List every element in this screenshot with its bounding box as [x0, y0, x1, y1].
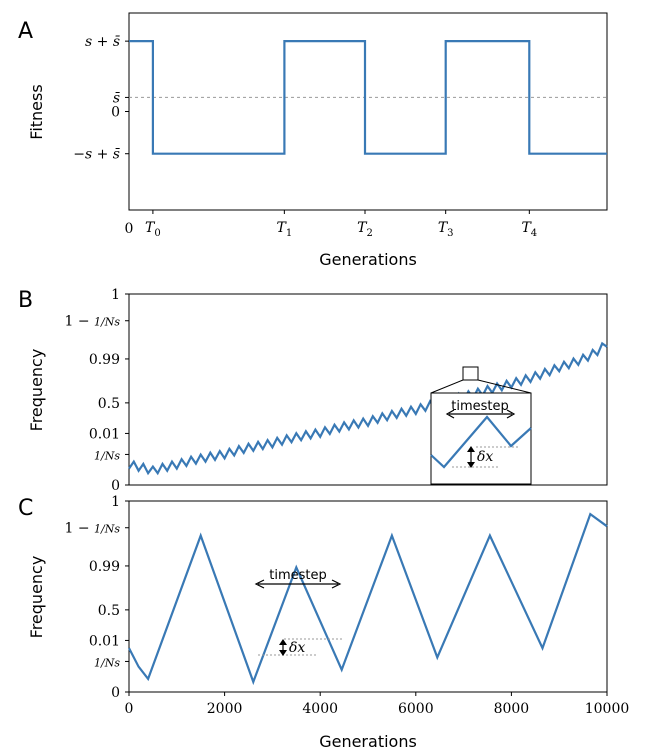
panel-c: 1 1 − 1/Ns 0.99 0.5 0.01 1/Ns 0 0 2000 4000 6000 8…: [27, 494, 629, 751]
inset-timestep-label: timestep: [451, 399, 509, 414]
panel-letter-c: C: [18, 496, 33, 521]
panel-a-x-ticks: T0 T1 T2 T3 T4: [145, 210, 537, 239]
inset-timestep-arrowheads: [445, 409, 516, 419]
inset-dx-label: δx: [477, 449, 493, 465]
panel-c-x-tick-label: 6000: [398, 701, 434, 717]
panel-c-y-axis-label: Frequency: [27, 556, 46, 639]
zoom-region-box: [462, 366, 479, 381]
panel-letter-b: B: [18, 288, 33, 313]
panel-b-y-ticks: 1 1 − 1/Ns 0.99 0.5 0.01 1/Ns 0: [64, 287, 129, 494]
panel-b-y-tick-label: 0: [111, 478, 120, 494]
fitness-series-line: [129, 40, 607, 155]
panel-c-y-tick-label: 0.5: [98, 603, 120, 619]
panel-a-y-tick-label: s̄: [113, 90, 121, 106]
panel-c-x-tick-label: 10000: [585, 701, 630, 717]
panel-c-x-tick-label: 0: [125, 701, 134, 717]
panel-b: 1 1 − 1/Ns 0.99 0.5 0.01 1/Ns 0 Frequency δx t…: [27, 287, 608, 494]
panel-c-x-tick-label: 4000: [302, 701, 338, 717]
panel-c-x-tick-label: 2000: [207, 701, 243, 717]
panel-b-y-tick-label: 0.5: [98, 396, 120, 412]
panel-b-y-tick-label: 0.99: [89, 352, 120, 368]
panel-a-x-tick-label: T1: [276, 220, 292, 239]
timestep-arrowheads: [254, 579, 342, 589]
panel-letter-a: A: [18, 19, 33, 44]
panel-c-x-tick-label: 8000: [494, 701, 530, 717]
panel-a-x-tick-label: T3: [438, 220, 454, 239]
panel-b-y-tick-label: 0.01: [89, 426, 120, 442]
panel-b-frame: [128, 293, 608, 486]
panel-b-y-tick-label: 1: [111, 287, 120, 303]
panel-a-x-tick-label: T2: [357, 220, 373, 239]
panel-a-x-axis-label: Generations: [319, 250, 417, 269]
inset-frame: [430, 392, 532, 485]
panel-c-y-tick-label: 0.99: [89, 559, 120, 575]
panel-c-y-ticks: 1 1 − 1/Ns 0.99 0.5 0.01 1/Ns 0: [64, 494, 129, 701]
panel-c-y-tick-label: 1: [111, 494, 120, 510]
dx-label: δx: [289, 640, 305, 656]
panel-c-y-tick-label: 0.01: [89, 633, 120, 649]
panel-c-x-ticks: 0 2000 4000 6000 8000 10000: [125, 692, 630, 717]
panel-a-y-ticks: s + s̄ s̄0 −s + s̄: [73, 34, 129, 163]
panel-c-y-tick-label: 1/Ns: [94, 656, 120, 669]
panel-b-y-tick-label: 1 − 1/Ns: [64, 314, 120, 330]
inset-dx-arrowheads: [467, 446, 475, 468]
zoom-connector-right: [477, 379, 532, 394]
dx-arrowheads: [279, 639, 287, 656]
panel-a-x-tick-label: T4: [521, 220, 537, 239]
panel-c-y-tick-label: 1 − 1/Ns: [64, 521, 120, 537]
panel-a-y-tick-label: −s + s̄: [73, 147, 120, 163]
panel-a-x-tick-label: T0: [145, 220, 161, 239]
panel-c-frame: [128, 500, 608, 693]
frequency-series-line-c: [128, 512, 608, 686]
panel-b-y-axis-label: Frequency: [27, 349, 46, 432]
panel-a-y-tick-label: 0: [111, 105, 120, 121]
panel-a-x-origin-label: 0: [125, 221, 134, 237]
inset-zoomed-series-line: [430, 415, 532, 469]
panel-a: s + s̄s̄0−s + s̄ T0 T1 T2 T3 T4 0 Generation…: [27, 12, 608, 269]
panel-a-frame: [128, 12, 608, 211]
panel-b-y-tick-label: 1/Ns: [94, 449, 120, 462]
timestep-label: timestep: [269, 568, 327, 583]
panel-c-x-axis-label: Generations: [319, 732, 417, 751]
zoom-connector-left: [430, 379, 464, 394]
panel-c-y-tick-label: 0: [111, 685, 120, 701]
panel-a-y-tick-label: s + s̄: [85, 34, 121, 50]
panel-a-y-axis-label: Fitness: [27, 84, 46, 139]
frequency-series-line-b: [128, 341, 608, 476]
